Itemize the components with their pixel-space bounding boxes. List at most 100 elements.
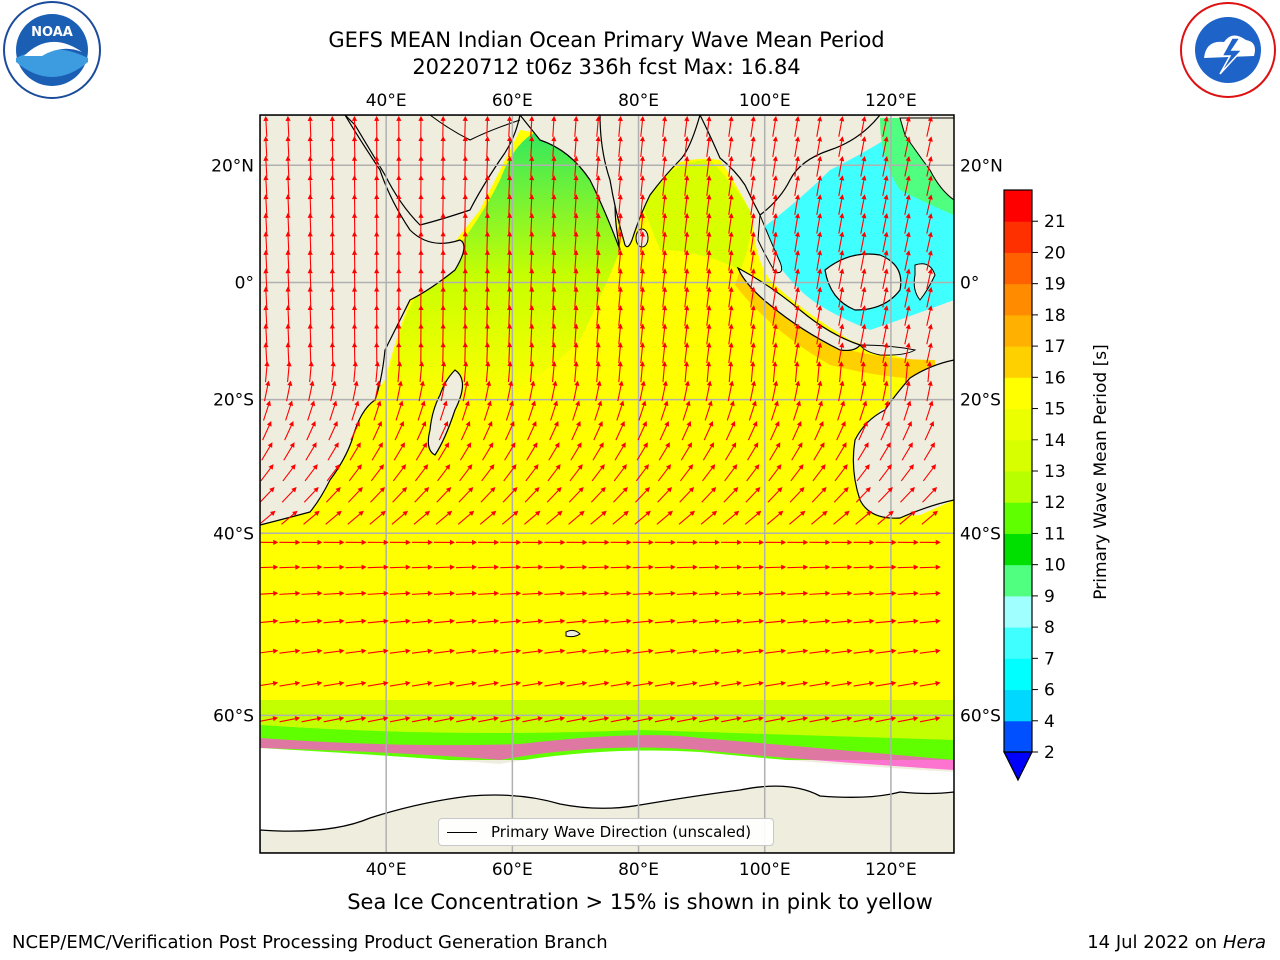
wave-arrow-625 bbox=[369, 510, 386, 525]
wave-arrow-636 bbox=[612, 510, 629, 525]
wave-arrow-352 bbox=[506, 323, 513, 345]
wave-arrow-21 bbox=[728, 115, 734, 137]
wave-arrow-803 bbox=[875, 648, 897, 654]
wave-arrow-486 bbox=[726, 400, 735, 421]
sea-ice-note: Sea Ice Concentration > 15% is shown in … bbox=[347, 890, 933, 914]
colorbar-tick-label-1: 4 bbox=[1044, 712, 1055, 732]
wave-arrow-399 bbox=[860, 342, 867, 364]
wave-arrow-97 bbox=[351, 175, 358, 197]
wave-arrow-583 bbox=[812, 464, 826, 482]
wave-arrow-266 bbox=[661, 268, 668, 290]
wave-arrow-597 bbox=[436, 487, 452, 503]
wave-arrow-113 bbox=[706, 175, 712, 197]
wave-arrow-132 bbox=[440, 194, 446, 216]
wave-arrow-443 bbox=[462, 380, 469, 402]
wave-arrow-334 bbox=[794, 305, 800, 326]
wave-arrow-799 bbox=[787, 648, 809, 654]
svg-text:NOAA: NOAA bbox=[31, 25, 73, 40]
colorbar-tick-label-13: 17 bbox=[1044, 337, 1066, 357]
wave-arrow-65 bbox=[329, 155, 335, 177]
colorbar-swatch-1 bbox=[1004, 689, 1032, 722]
wave-arrow-496 bbox=[262, 421, 272, 441]
wave-arrow-46 bbox=[595, 136, 601, 158]
wave-arrow-362 bbox=[728, 323, 734, 345]
wave-arrow-144 bbox=[706, 194, 712, 216]
wave-arrow-429 bbox=[838, 361, 844, 383]
map-area bbox=[260, 115, 954, 853]
wave-arrow-787 bbox=[522, 648, 544, 654]
wave-arrow-254 bbox=[396, 268, 402, 290]
map-title: GEFS MEAN Indian Ocean Primary Wave Mean… bbox=[328, 28, 885, 52]
legend-label: Primary Wave Direction (unscaled) bbox=[491, 823, 752, 841]
wave-arrow-275 bbox=[860, 268, 867, 290]
colorbar-label: Primary Wave Mean Period [s] bbox=[1091, 344, 1111, 599]
wave-arrow-619 bbox=[922, 487, 938, 503]
wave-arrow-433 bbox=[926, 361, 932, 383]
wave-arrow-153 bbox=[904, 194, 911, 215]
wave-arrow-88 bbox=[838, 155, 845, 177]
wave-arrow-15 bbox=[595, 115, 601, 137]
wave-arrow-553 bbox=[835, 442, 847, 461]
wave-arrow-118 bbox=[816, 175, 823, 197]
wave-arrow-330 bbox=[706, 305, 712, 326]
wave-arrow-242 bbox=[816, 249, 823, 271]
wave-arrow-561 bbox=[326, 464, 340, 482]
colorbar-swatch-10 bbox=[1004, 408, 1032, 441]
wave-arrow-750 bbox=[389, 618, 411, 624]
wave-arrow-53 bbox=[750, 136, 756, 158]
wave-arrow-861 bbox=[787, 716, 809, 723]
wave-arrow-718 bbox=[367, 590, 389, 596]
wave-arrow-295 bbox=[617, 286, 623, 308]
wave-arrow-73 bbox=[506, 155, 513, 177]
wave-arrow-385 bbox=[551, 342, 557, 364]
lat-label-left-1: 0° bbox=[235, 273, 254, 293]
wave-arrow-218 bbox=[285, 249, 291, 271]
wave-arrow-25 bbox=[816, 116, 823, 137]
wave-arrow-312 bbox=[307, 304, 313, 326]
wave-arrow-507 bbox=[504, 421, 515, 441]
wave-arrow-766 bbox=[743, 618, 765, 624]
wave-arrow-617 bbox=[877, 487, 893, 503]
wave-arrow-109 bbox=[617, 175, 623, 197]
wave-arrow-594 bbox=[370, 487, 385, 503]
wave-arrow-208 bbox=[750, 231, 756, 253]
wave-arrow-178 bbox=[772, 212, 778, 234]
wave-arrow-717 bbox=[345, 590, 367, 596]
wave-arrow-168 bbox=[551, 212, 557, 234]
wave-arrow-605 bbox=[613, 487, 628, 503]
wave-arrow-612 bbox=[767, 487, 783, 503]
wave-arrow-200 bbox=[573, 231, 579, 253]
wave-arrow-512 bbox=[615, 421, 625, 441]
wave-arrow-225 bbox=[440, 249, 446, 271]
wave-arrow-460 bbox=[838, 380, 845, 402]
wave-arrow-474 bbox=[461, 400, 470, 421]
wave-arrow-729 bbox=[610, 590, 632, 596]
map-border bbox=[259, 114, 955, 854]
wave-arrow-283 bbox=[351, 286, 358, 308]
wave-arrow-778 bbox=[323, 648, 345, 654]
wave-arrow-94 bbox=[285, 175, 291, 197]
wave-arrow-91 bbox=[904, 156, 911, 177]
wave-arrow-687 bbox=[367, 564, 389, 570]
wave-arrow-195 bbox=[462, 231, 468, 253]
wave-arrow-705 bbox=[765, 564, 787, 570]
wave-arrow-520 bbox=[792, 421, 802, 441]
wave-arrow-575 bbox=[635, 464, 649, 482]
wave-arrow-838 bbox=[279, 716, 301, 723]
wave-arrow-16 bbox=[617, 115, 623, 137]
wave-arrow-381 bbox=[462, 342, 468, 364]
wave-arrow-808 bbox=[301, 680, 323, 687]
wave-arrow-139 bbox=[595, 194, 601, 216]
wave-arrow-652 bbox=[279, 539, 301, 545]
lat-label-right-4: 60°S bbox=[960, 706, 1001, 726]
wave-arrow-425 bbox=[750, 361, 756, 383]
wave-arrow-152 bbox=[882, 194, 889, 215]
wave-arrow-611 bbox=[745, 487, 761, 503]
lat-label-right-0: 20°N bbox=[960, 156, 1003, 176]
wave-arrow-271 bbox=[772, 268, 778, 290]
wave-arrow-249 bbox=[285, 268, 291, 290]
wave-arrow-664 bbox=[544, 539, 566, 545]
wave-arrow-515 bbox=[681, 421, 692, 441]
wave-arrow-476 bbox=[505, 400, 514, 421]
wave-arrow-187 bbox=[285, 231, 291, 253]
